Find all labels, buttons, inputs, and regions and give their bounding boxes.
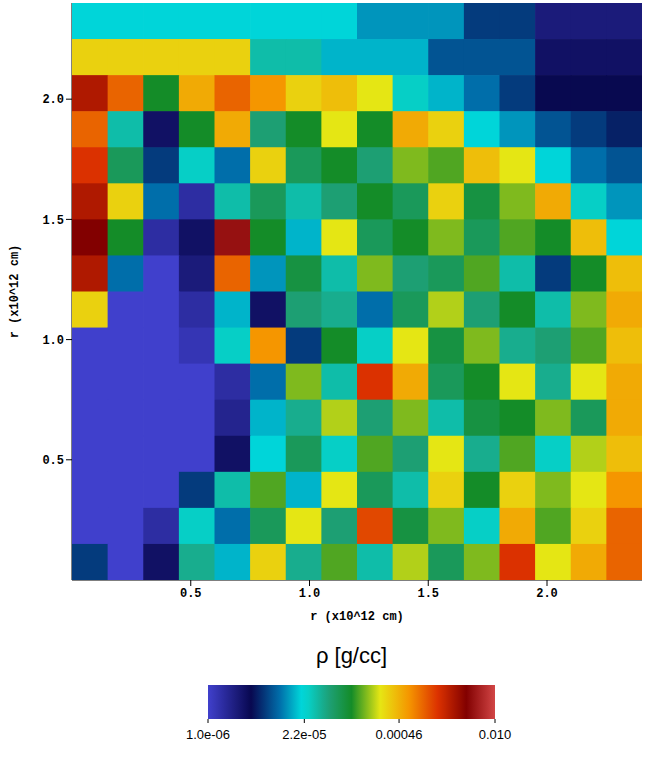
svg-text:0.00046: 0.00046 [376, 727, 423, 742]
svg-text:1.0: 1.0 [299, 587, 321, 601]
svg-text:1.0: 1.0 [42, 334, 64, 348]
svg-text:2.0: 2.0 [42, 93, 64, 107]
svg-text:ρ [g/cc]: ρ [g/cc] [316, 643, 387, 668]
svg-text:0.5: 0.5 [180, 587, 202, 601]
svg-text:1.0e-06: 1.0e-06 [186, 727, 230, 742]
svg-text:0.010: 0.010 [479, 727, 512, 742]
svg-text:r (x10^12 cm): r (x10^12 cm) [8, 245, 22, 339]
svg-text:1.5: 1.5 [417, 587, 439, 601]
svg-text:r (x10^12 cm): r (x10^12 cm) [310, 610, 404, 624]
svg-text:0.5: 0.5 [42, 454, 64, 468]
svg-text:2.2e-05: 2.2e-05 [282, 727, 326, 742]
svg-text:1.5: 1.5 [42, 214, 64, 228]
svg-text:2.0: 2.0 [536, 587, 558, 601]
